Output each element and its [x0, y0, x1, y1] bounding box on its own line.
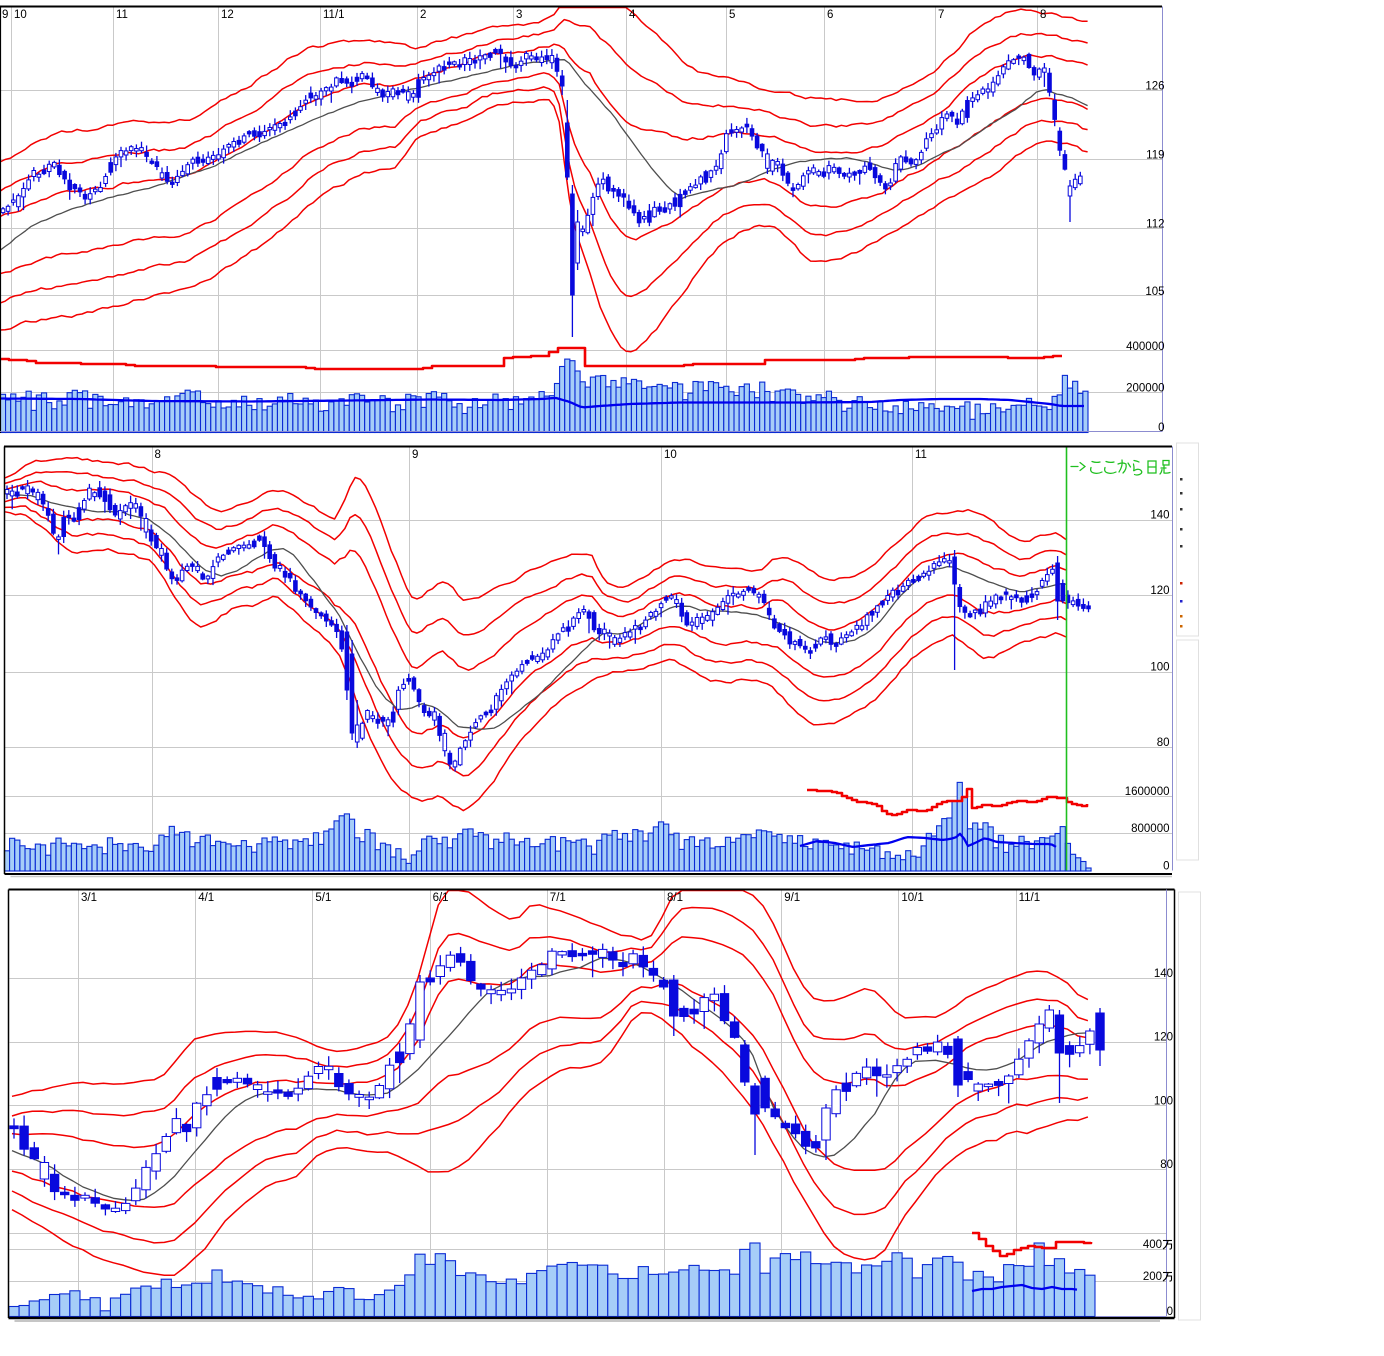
svg-text:140: 140	[1154, 968, 1173, 980]
svg-text:9/1: 9/1	[784, 892, 800, 904]
svg-text:1600000: 1600000	[1125, 786, 1170, 798]
svg-text:7/1: 7/1	[550, 892, 566, 904]
svg-text:10: 10	[14, 9, 27, 21]
svg-text:8: 8	[155, 449, 161, 461]
svg-text:9: 9	[412, 449, 418, 461]
svg-text:11: 11	[116, 9, 128, 21]
svg-text:11/1: 11/1	[1019, 892, 1041, 904]
svg-text:11/1: 11/1	[323, 9, 345, 21]
svg-text:105: 105	[1145, 286, 1164, 298]
svg-text:0: 0	[1163, 861, 1169, 873]
svg-text:0: 0	[1167, 1306, 1173, 1318]
svg-text:200000: 200000	[1126, 383, 1164, 395]
svg-text:10/1: 10/1	[901, 892, 923, 904]
svg-text:100: 100	[1150, 662, 1169, 674]
svg-text:80: 80	[1157, 737, 1170, 749]
svg-text:9: 9	[2, 9, 8, 21]
svg-text:6/1: 6/1	[433, 892, 449, 904]
svg-text:140: 140	[1150, 510, 1169, 522]
svg-text:4/1: 4/1	[198, 892, 214, 904]
svg-text:400000: 400000	[1126, 341, 1164, 353]
svg-text:10: 10	[664, 449, 677, 461]
svg-text:126: 126	[1145, 81, 1164, 93]
svg-text:8/1: 8/1	[667, 892, 683, 904]
svg-text:5/1: 5/1	[315, 892, 331, 904]
svg-text:400: 400	[1143, 1239, 1162, 1251]
svg-text:3/1: 3/1	[81, 892, 97, 904]
svg-text:800000: 800000	[1131, 823, 1169, 835]
svg-text:7: 7	[938, 9, 944, 21]
svg-text:3: 3	[516, 9, 522, 21]
svg-text:120: 120	[1150, 585, 1169, 597]
svg-text:8: 8	[1040, 9, 1046, 21]
svg-text:4: 4	[629, 9, 636, 21]
svg-text:11: 11	[915, 449, 927, 461]
svg-text:119: 119	[1146, 150, 1164, 162]
svg-text:6: 6	[827, 9, 833, 21]
svg-text:112: 112	[1146, 219, 1164, 231]
svg-text:80: 80	[1160, 1159, 1173, 1171]
svg-text:100: 100	[1154, 1095, 1173, 1107]
svg-text:2: 2	[420, 9, 426, 21]
svg-text:120: 120	[1154, 1032, 1173, 1044]
svg-text:0: 0	[1158, 422, 1164, 434]
svg-text:200: 200	[1143, 1271, 1162, 1283]
svg-text:5: 5	[729, 9, 735, 21]
svg-text:12: 12	[221, 9, 234, 21]
